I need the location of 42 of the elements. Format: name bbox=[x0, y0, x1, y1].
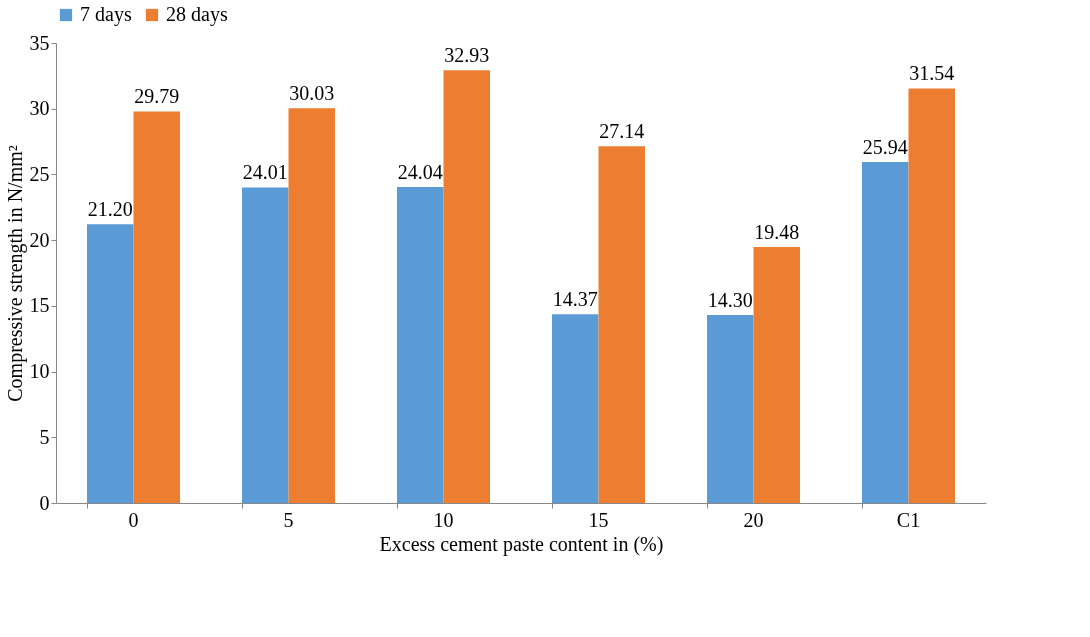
y-tick-label: 0 bbox=[39, 491, 50, 514]
y-tick-label: 15 bbox=[29, 294, 50, 317]
x-tick-label: C1 bbox=[896, 508, 921, 531]
data-label: 29.79 bbox=[134, 85, 180, 108]
data-label: 24.04 bbox=[397, 161, 443, 184]
y-tick-label: 30 bbox=[29, 97, 50, 120]
bar bbox=[908, 88, 955, 503]
x-tick-label: 20 bbox=[743, 508, 764, 531]
bar bbox=[707, 315, 754, 503]
bar bbox=[242, 187, 289, 503]
data-label: 31.54 bbox=[909, 62, 955, 85]
x-tick-label: 10 bbox=[433, 508, 454, 531]
data-label: 25.94 bbox=[862, 136, 908, 159]
bar bbox=[753, 246, 800, 503]
x-tick-label: 0 bbox=[128, 508, 139, 531]
x-tick-label: 15 bbox=[588, 508, 609, 531]
data-label: 19.48 bbox=[754, 220, 800, 243]
y-tick-label: 5 bbox=[39, 425, 50, 448]
bar bbox=[552, 314, 599, 503]
bar bbox=[397, 187, 444, 503]
data-label: 14.30 bbox=[707, 289, 753, 312]
bar bbox=[443, 70, 490, 503]
data-label: 14.37 bbox=[552, 288, 598, 311]
y-axis-title: Compressive strength in N/mm² bbox=[3, 145, 27, 402]
bar bbox=[598, 146, 645, 503]
y-tick-label: 10 bbox=[29, 360, 50, 383]
data-label: 27.14 bbox=[599, 120, 645, 143]
legend-label: 28 days bbox=[166, 3, 228, 26]
legend-label: 7 days bbox=[80, 3, 132, 26]
x-axis-title: Excess cement paste content in (%) bbox=[379, 532, 664, 556]
data-label: 32.93 bbox=[444, 44, 490, 67]
x-tick-label: 5 bbox=[283, 508, 294, 531]
y-tick-label: 25 bbox=[29, 162, 50, 185]
bar bbox=[288, 108, 335, 503]
bar bbox=[87, 224, 134, 503]
data-label: 21.20 bbox=[87, 198, 133, 221]
data-label: 30.03 bbox=[289, 82, 335, 105]
y-tick-label: 35 bbox=[29, 31, 50, 54]
data-label: 24.01 bbox=[242, 161, 288, 184]
y-tick-label: 20 bbox=[29, 228, 50, 251]
bar bbox=[133, 111, 180, 503]
bar bbox=[862, 162, 909, 503]
